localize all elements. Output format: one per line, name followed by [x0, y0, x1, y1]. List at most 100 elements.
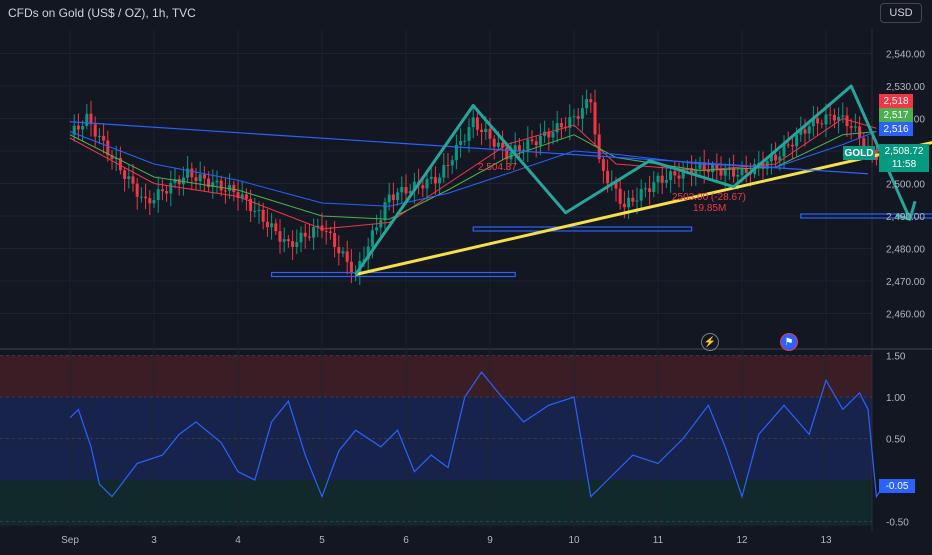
candle-body	[412, 181, 416, 192]
candle-body	[433, 176, 437, 184]
candle-body	[408, 191, 412, 194]
candle-body	[807, 126, 811, 134]
candle-body	[837, 116, 841, 121]
target-volume: 19.85M	[693, 203, 726, 214]
candle-body	[265, 221, 269, 228]
candle-body	[400, 186, 404, 193]
candle-body	[589, 99, 593, 103]
candle-body	[732, 167, 736, 177]
candle-body	[152, 200, 156, 204]
candle-body	[370, 230, 374, 247]
currency-button[interactable]: USD	[880, 3, 922, 23]
candle-body	[291, 241, 295, 247]
candle-body	[446, 164, 450, 166]
level-badge-low: 2,516	[879, 122, 913, 136]
x-tick-label: 3	[151, 535, 157, 546]
candle-body	[379, 220, 383, 228]
candle-body	[816, 118, 820, 124]
candle-body	[559, 123, 563, 128]
candle-body	[769, 154, 773, 162]
osc-tick-label: 1.00	[886, 393, 906, 404]
candle-body	[799, 129, 803, 135]
candle-body	[131, 176, 135, 184]
candle-body	[681, 169, 685, 179]
candle-body	[774, 154, 778, 161]
candle-body	[593, 102, 597, 135]
current-price: 2,508.72	[884, 146, 924, 157]
candle-body	[72, 125, 76, 135]
support-level-0[interactable]	[271, 271, 516, 278]
candle-body	[110, 155, 114, 160]
x-tick-label: 11	[653, 535, 664, 546]
candle-body	[249, 198, 253, 212]
candle-body	[526, 139, 530, 150]
candle-body	[123, 170, 127, 179]
x-tick-label: 12	[736, 535, 748, 546]
candle-body	[261, 209, 265, 222]
candle-body	[307, 236, 311, 238]
candle-body	[698, 162, 702, 169]
target-arrowhead[interactable]	[895, 200, 917, 221]
candle-body	[228, 184, 232, 191]
descending-trendline[interactable]	[69, 121, 869, 175]
candle-body	[715, 164, 719, 169]
candle-body	[425, 178, 429, 189]
candle-body	[858, 126, 862, 139]
symbol-tag: GOLD	[843, 146, 875, 160]
candle-body	[337, 247, 341, 254]
candle-body	[459, 141, 463, 145]
ascending-trendline[interactable]	[355, 138, 932, 276]
candle-body	[97, 135, 101, 137]
candle-body	[622, 203, 626, 208]
candle-body	[232, 184, 236, 193]
support-level-2[interactable]	[800, 213, 932, 219]
candle-body	[160, 189, 164, 192]
price-badge: 2,508.72 11:58	[879, 144, 929, 172]
candle-body	[173, 178, 177, 183]
candle-body	[202, 174, 206, 179]
candle-body	[144, 196, 148, 199]
candle-body	[211, 182, 215, 188]
oscillator-badge: -0.05	[879, 479, 915, 493]
candle-body	[585, 99, 589, 109]
candle-body	[643, 188, 647, 190]
candle-body	[677, 175, 681, 179]
candle-body	[530, 139, 534, 142]
x-tick-label: 9	[487, 535, 493, 546]
candle-body	[639, 189, 643, 201]
candle-body	[690, 168, 694, 175]
lightning-alert-icon[interactable]: ⚡	[701, 333, 719, 351]
candle-body	[333, 233, 337, 248]
candle-body	[454, 144, 458, 161]
trendlines[interactable]	[69, 121, 932, 276]
candle-body	[501, 142, 505, 148]
candle-body	[240, 194, 244, 199]
candle-body	[89, 113, 93, 125]
osc-tick-label: 0.50	[886, 435, 906, 446]
candle-body	[790, 144, 794, 147]
candle-body	[841, 115, 845, 117]
support-levels[interactable]	[271, 213, 932, 278]
candle-body	[349, 261, 353, 274]
y-tick-label: 2,470.00	[886, 277, 925, 288]
candle-body	[811, 118, 815, 127]
candle-body	[706, 170, 710, 173]
y-tick-label: 2,480.00	[886, 245, 925, 256]
harmonic-pattern[interactable]	[354, 84, 912, 276]
candle-body	[673, 171, 677, 176]
support-level-1[interactable]	[472, 226, 693, 232]
candle-body	[786, 144, 790, 146]
candle-body	[324, 230, 328, 232]
candle-body	[299, 232, 303, 243]
us-flag-icon[interactable]: ⚑	[780, 333, 798, 351]
candle-body	[480, 129, 484, 133]
candle-body	[828, 114, 832, 116]
candle-body	[832, 114, 836, 121]
pattern[interactable]	[354, 84, 917, 276]
candle-body	[387, 194, 391, 203]
candle-body	[366, 246, 370, 260]
oscillator-zone-1	[0, 397, 872, 480]
candle-body	[253, 210, 257, 212]
